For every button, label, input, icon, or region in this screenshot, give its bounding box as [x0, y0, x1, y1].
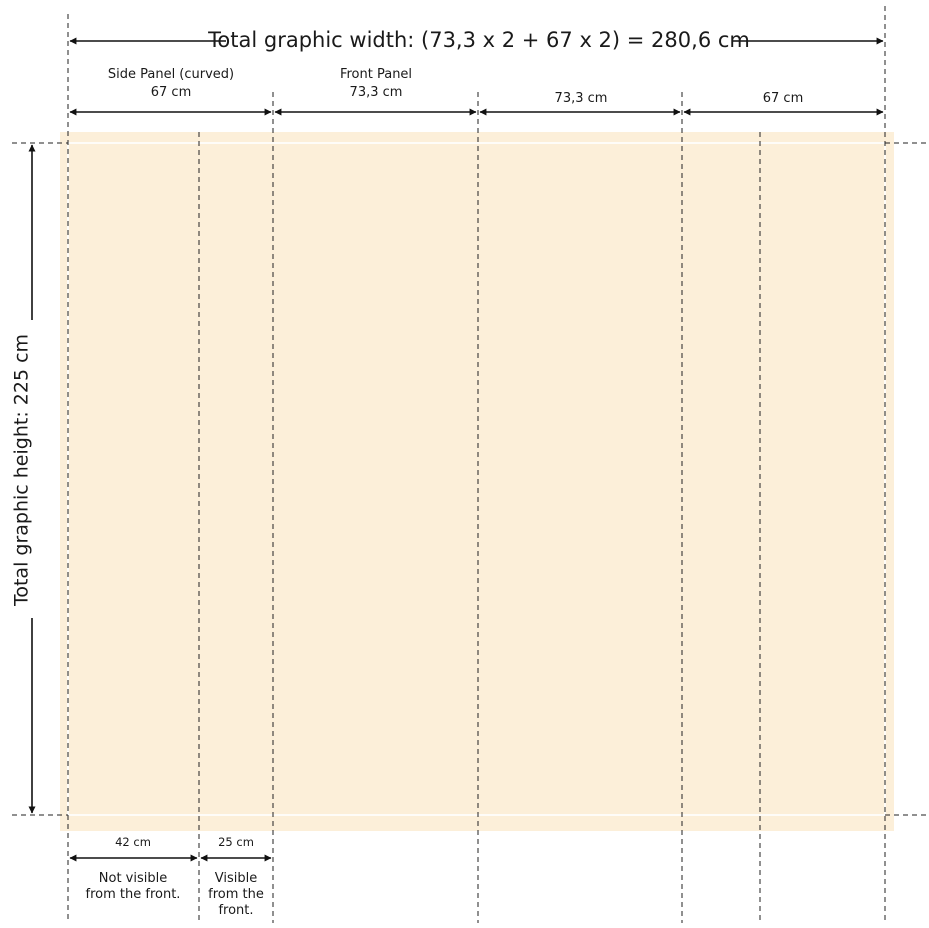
panel-dimensions: Side Panel (curved) 67 cm Front Panel 73… — [69, 67, 884, 116]
inner-frame — [67, 142, 886, 816]
split-1-note-line-1: Not visible — [99, 871, 167, 886]
side-split-dimensions: 42 cm 25 cm Not visible from the front. … — [69, 835, 272, 918]
panel-3-width: 73,3 cm — [555, 91, 608, 106]
total-width-label: Total graphic width: (73,3 x 2 + 67 x 2)… — [207, 28, 750, 52]
split-2-width: 25 cm — [218, 835, 254, 849]
total-width-dimension: Total graphic width: (73,3 x 2 + 67 x 2)… — [69, 28, 884, 52]
panel-1-title: Side Panel (curved) — [108, 67, 234, 82]
horizontal-guides — [12, 142, 929, 816]
split-1-note-line-2: from the front. — [86, 887, 181, 902]
panel-4-width: 67 cm — [763, 91, 804, 106]
split-2-note-line-3: front. — [218, 903, 253, 918]
panel-2-width: 73,3 cm — [350, 85, 403, 100]
total-height-label: Total graphic height: 225 cm — [11, 334, 33, 607]
split-1-width: 42 cm — [115, 835, 151, 849]
total-height-dimension: Total graphic height: 225 cm — [11, 144, 48, 814]
graphic-area — [60, 132, 894, 831]
panel-2-title: Front Panel — [340, 67, 412, 82]
panel-1-width: 67 cm — [151, 85, 192, 100]
height-label-backdrop — [12, 320, 48, 618]
split-2-note-line-1: Visible — [215, 871, 257, 886]
vertical-guides — [67, 6, 886, 923]
split-2-note-line-2: from the — [208, 887, 264, 902]
